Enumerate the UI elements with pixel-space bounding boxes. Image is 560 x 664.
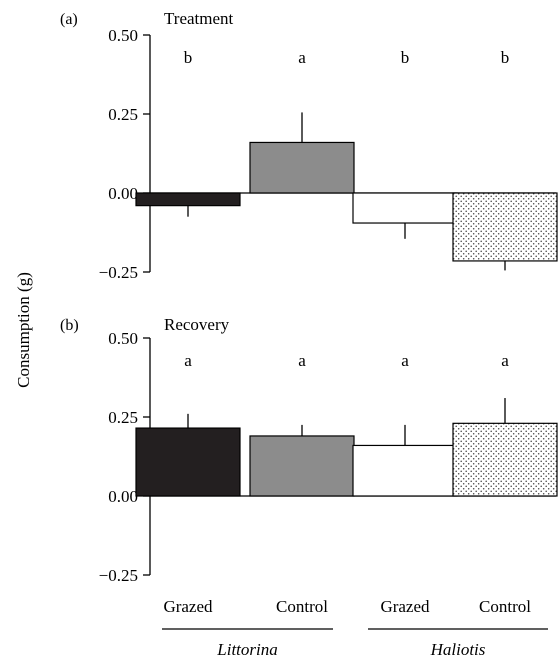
significance-letter: b <box>401 48 410 67</box>
y-tick-label: −0.25 <box>99 566 138 585</box>
bar <box>249 141 355 194</box>
significance-letter: a <box>298 48 306 67</box>
y-axis-label: Consumption (g) <box>14 272 33 388</box>
x-category-label: Grazed <box>163 597 213 616</box>
y-tick-label: 0.50 <box>108 329 138 348</box>
panel-title: Treatment <box>164 9 234 28</box>
x-category-label: Grazed <box>380 597 430 616</box>
bar <box>452 192 558 262</box>
y-tick-label: 0.00 <box>108 184 138 203</box>
y-tick-label: −0.25 <box>99 263 138 282</box>
bar <box>135 192 241 207</box>
group-label: Haliotis <box>430 640 486 659</box>
y-tick-label: 0.00 <box>108 487 138 506</box>
significance-letter: b <box>184 48 193 67</box>
y-tick-label: 0.50 <box>108 26 138 45</box>
significance-letter: a <box>401 351 409 370</box>
y-tick-label: 0.25 <box>108 408 138 427</box>
bar <box>352 192 458 224</box>
x-category-label: Control <box>479 597 531 616</box>
x-category-label: Control <box>276 597 328 616</box>
y-tick-label: 0.25 <box>108 105 138 124</box>
bar <box>135 427 241 497</box>
significance-letter: a <box>298 351 306 370</box>
panel-b: (b) Recovery 0.50 0.25 0.00 −0.25 a a a a <box>60 315 558 585</box>
significance-letter: a <box>184 351 192 370</box>
panel-letter: (b) <box>60 317 79 334</box>
panel-title: Recovery <box>164 315 230 334</box>
bar <box>249 435 355 497</box>
significance-letter: b <box>501 48 510 67</box>
significance-letter: a <box>501 351 509 370</box>
bar <box>452 422 558 497</box>
bar <box>352 444 458 497</box>
panel-a: (a) Treatment 0.50 0.25 0.00 −0.25 b a b b <box>60 9 558 282</box>
panel-letter: (a) <box>60 11 78 28</box>
group-label: Littorina <box>216 640 277 659</box>
